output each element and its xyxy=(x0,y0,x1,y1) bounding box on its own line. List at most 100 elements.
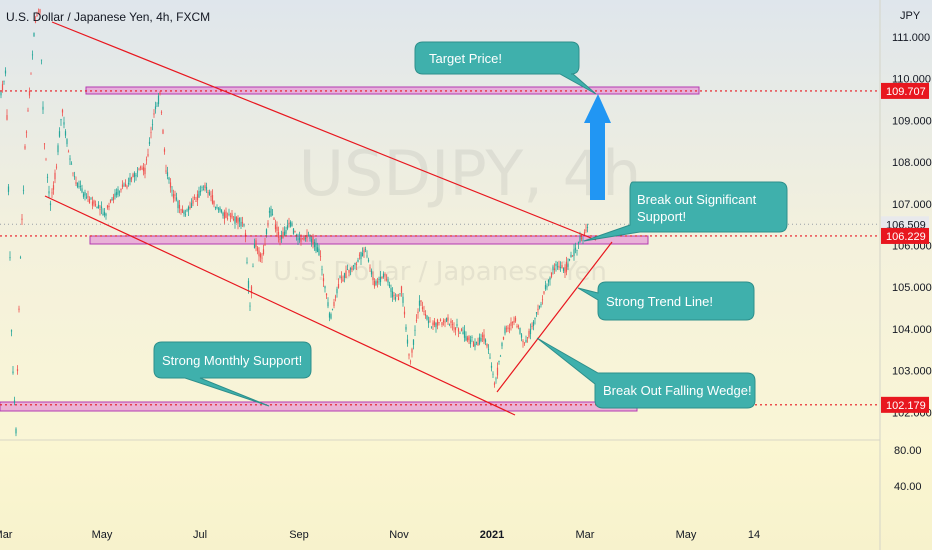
candle-body xyxy=(196,194,199,201)
candle-body xyxy=(414,329,416,331)
candle-body xyxy=(211,195,214,204)
candle-body xyxy=(534,317,536,320)
candle-body xyxy=(489,357,491,359)
candle-body xyxy=(498,360,500,362)
x-tick-label: May xyxy=(92,529,113,541)
candle-body xyxy=(400,286,403,293)
candle-body xyxy=(388,284,391,287)
candle-body xyxy=(216,207,218,209)
candle-body xyxy=(402,296,404,303)
candle-body xyxy=(241,222,244,224)
candle-body xyxy=(405,326,407,330)
candle-body xyxy=(9,257,11,259)
candle-body xyxy=(375,281,377,285)
breakout-support-zone[interactable] xyxy=(89,235,649,245)
candle-body xyxy=(276,226,278,231)
candle-body xyxy=(183,211,185,215)
candle-body xyxy=(195,201,197,202)
candle-body xyxy=(495,378,497,380)
candle-body xyxy=(54,172,56,180)
target-zone[interactable] xyxy=(85,86,700,95)
candle-body xyxy=(6,115,8,120)
candle-body xyxy=(339,276,341,278)
candle-body xyxy=(93,200,95,204)
candle-body xyxy=(142,167,145,172)
falling-wedge-upper-line[interactable] xyxy=(51,21,597,241)
candle-body xyxy=(249,305,251,307)
candle-body xyxy=(487,348,490,350)
candle-body xyxy=(561,265,563,268)
candle-body xyxy=(168,177,170,180)
candle-body xyxy=(148,141,151,144)
candle-body xyxy=(120,188,122,191)
candle-body xyxy=(271,213,274,215)
candle-body xyxy=(576,249,578,251)
candle-body xyxy=(174,194,176,196)
candle-body xyxy=(444,321,446,323)
candle-body xyxy=(508,328,511,330)
candle-body xyxy=(553,268,556,270)
candle-body xyxy=(355,263,358,265)
monthly-support-zone[interactable] xyxy=(0,401,638,412)
candle-body xyxy=(189,206,191,209)
candle-body xyxy=(114,193,116,197)
candle-body xyxy=(358,254,361,256)
candle-body xyxy=(81,188,83,193)
callout-breakout-support[interactable]: Break out Significant Support! xyxy=(583,181,788,242)
candle-body xyxy=(268,210,271,213)
candle-body xyxy=(105,213,107,216)
candle-body xyxy=(336,288,338,294)
candle-body xyxy=(381,277,383,278)
candle-body xyxy=(21,218,23,220)
callout-falling-wedge[interactable]: Break Out Falling Wedge! xyxy=(536,337,756,409)
candle-body xyxy=(477,343,479,345)
time-axis[interactable]: Mar May Jul Sep Nov 2021 Mar May 14 xyxy=(0,529,760,541)
callout-target-price[interactable]: Target Price! xyxy=(414,41,597,95)
candle-body xyxy=(465,336,467,341)
candle-body xyxy=(490,365,493,368)
candle-body xyxy=(493,383,496,385)
candle-body xyxy=(46,176,49,178)
candle-body xyxy=(162,130,164,134)
falling-wedge-lower-line[interactable] xyxy=(44,195,516,416)
candle-body xyxy=(18,308,20,310)
callout-strong-trend-line[interactable]: Strong Trend Line! xyxy=(577,281,755,321)
candle-body xyxy=(505,328,508,330)
candle-body xyxy=(3,80,5,82)
candle-body xyxy=(583,232,586,236)
candle-body xyxy=(282,231,284,238)
candle-body xyxy=(190,203,193,208)
candle-body xyxy=(270,208,272,217)
candle-body xyxy=(555,264,557,266)
y-tick-label: 108.000 xyxy=(892,157,932,169)
candle-body xyxy=(51,192,53,194)
candle-body xyxy=(229,215,232,217)
rising-trend-line[interactable] xyxy=(496,241,613,393)
price-axis[interactable]: 111.000110.000109.000108.000107.000106.0… xyxy=(892,32,932,419)
candle-body xyxy=(307,235,310,236)
candle-body xyxy=(118,191,121,193)
candle-body xyxy=(90,198,92,200)
candle-body xyxy=(562,268,565,271)
candle-body xyxy=(226,218,229,219)
candle-body xyxy=(516,326,518,327)
candle-body xyxy=(460,329,463,331)
candle-body xyxy=(193,197,196,199)
candle-body xyxy=(294,231,296,232)
candle-body xyxy=(204,185,206,188)
candle-body xyxy=(10,330,13,332)
candle-body xyxy=(327,302,329,307)
candle-body xyxy=(558,265,560,268)
candle-body xyxy=(570,254,572,258)
candle-body xyxy=(409,361,412,363)
y-tick-label: 107.000 xyxy=(892,199,932,211)
candle-body xyxy=(237,218,239,224)
candle-body xyxy=(448,323,451,325)
candle-body xyxy=(304,238,307,239)
candle-body xyxy=(34,21,37,23)
x-tick-label: May xyxy=(676,529,697,541)
callout-monthly-support[interactable]: Strong Monthly Support! xyxy=(153,341,312,407)
candle-body xyxy=(280,235,283,239)
candle-body xyxy=(181,209,184,213)
